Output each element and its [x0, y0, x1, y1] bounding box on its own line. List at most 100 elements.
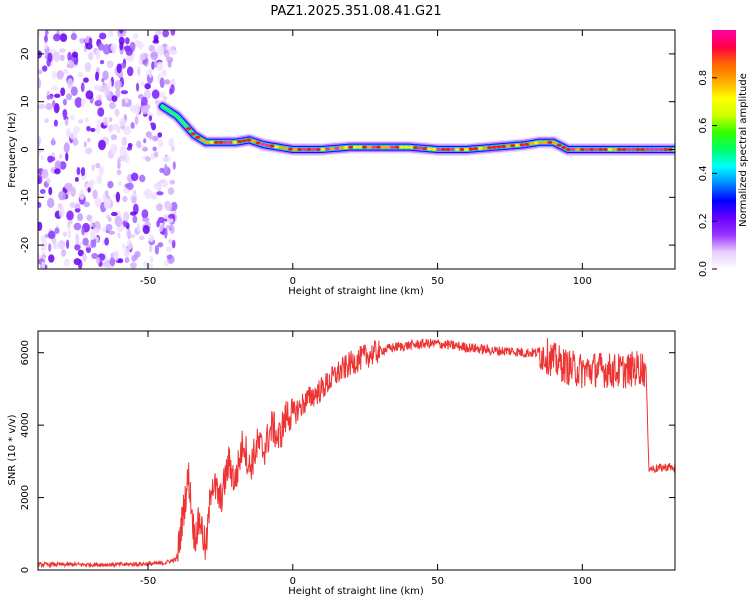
noise-region [38, 30, 178, 269]
noise-blob [87, 137, 91, 143]
ridge-peak [616, 147, 623, 152]
noise-blob [64, 182, 73, 190]
noise-blob [155, 30, 162, 36]
noise-blob [82, 237, 89, 246]
ridge-peak [533, 141, 539, 145]
noise-blob [40, 246, 45, 252]
colorbar-gradient [712, 30, 736, 269]
noise-blob [66, 210, 74, 221]
noise-blob [76, 167, 81, 176]
noise-blob [122, 195, 128, 202]
noise-blob [151, 61, 155, 70]
ridge-peak [283, 146, 289, 150]
y-tick-label: 4000 [20, 412, 31, 437]
noise-blob [103, 198, 112, 210]
ridge-peak [602, 147, 609, 152]
ridge-peak [454, 147, 460, 152]
noise-blob [164, 202, 173, 212]
ridge-peak [431, 147, 437, 151]
ridge-peak [589, 147, 595, 152]
noise-blob [139, 53, 146, 61]
noise-blob [153, 151, 159, 158]
noise-blob [119, 30, 124, 34]
spectrogram-xlabel: Height of straight line (km) [288, 286, 424, 297]
ridge-peak [626, 147, 632, 152]
noise-blob [138, 235, 145, 241]
noise-blob [41, 168, 49, 179]
y-tick-label: -10 [20, 189, 31, 205]
colorbar-tick-label: 0.8 [698, 70, 709, 86]
ridge-peak [417, 146, 423, 150]
ridge-peak [644, 147, 650, 152]
noise-blob [167, 213, 176, 219]
x-tick-label: -50 [140, 576, 156, 587]
ridge-peak [343, 145, 349, 150]
noise-blob [156, 44, 165, 56]
noise-blob [38, 69, 43, 75]
noise-blob [170, 30, 176, 36]
noise-blob [80, 82, 85, 93]
noise-blob [147, 112, 154, 118]
ridge-peak [260, 142, 266, 146]
noise-blob [172, 209, 177, 216]
noise-blob [142, 225, 150, 235]
noise-blob [131, 195, 137, 204]
noise-blob [137, 66, 141, 76]
noise-blob [39, 189, 46, 195]
noise-blob [109, 256, 116, 267]
ridge-peak [519, 143, 525, 147]
noise-blob [166, 254, 173, 260]
noise-blob [132, 33, 139, 40]
x-tick-label: 0 [290, 576, 296, 587]
noise-blob [127, 142, 133, 148]
ridge-peak [329, 147, 335, 151]
noise-blob [115, 191, 121, 203]
noise-blob [152, 135, 159, 142]
noise-blob [62, 108, 68, 118]
noise-blob [168, 137, 175, 148]
x-tick-label: 100 [573, 576, 592, 587]
noise-blob [122, 243, 126, 250]
noise-blob [96, 123, 101, 134]
noise-blob [116, 169, 122, 176]
ridge-peak [209, 140, 215, 144]
noise-blob [90, 238, 95, 249]
noise-blob [130, 104, 137, 114]
ridge-peak [385, 145, 391, 149]
ridge-peak [649, 147, 655, 152]
noise-blob [114, 80, 122, 90]
ridge-peak [482, 146, 488, 150]
noise-blob [44, 34, 48, 43]
ridge-peak [408, 145, 414, 149]
noise-blob [45, 102, 54, 111]
noise-blob [141, 105, 149, 115]
ridge-peak [487, 145, 493, 150]
ridge-peak [380, 145, 386, 149]
noise-blob [165, 45, 170, 51]
colorbar-tick-label: 0.2 [698, 213, 709, 229]
noise-blob [54, 160, 62, 171]
snr-ticks: -50 0 50 100 0 2000 4000 6000 [20, 331, 675, 587]
noise-blob [101, 78, 105, 83]
ridge-peak [223, 140, 229, 144]
noise-blob [56, 70, 64, 80]
ridge-peak [412, 146, 419, 150]
noise-blob [57, 203, 63, 210]
noise-blob [52, 243, 60, 250]
noise-blob [164, 227, 168, 239]
noise-blob [102, 226, 106, 233]
noise-blob [94, 196, 102, 208]
noise-blob [95, 162, 101, 168]
noise-blob [141, 209, 149, 219]
ridge-peak [514, 143, 521, 147]
noise-blob [150, 122, 155, 127]
noise-blob [38, 50, 43, 59]
ridge-peak [607, 147, 613, 152]
noise-blob [43, 42, 48, 50]
noise-blob [135, 106, 139, 118]
noise-blob [38, 221, 43, 231]
noise-blob [72, 138, 79, 146]
noise-blob [97, 107, 105, 117]
noise-blob [53, 51, 61, 62]
noise-blob [78, 119, 84, 124]
